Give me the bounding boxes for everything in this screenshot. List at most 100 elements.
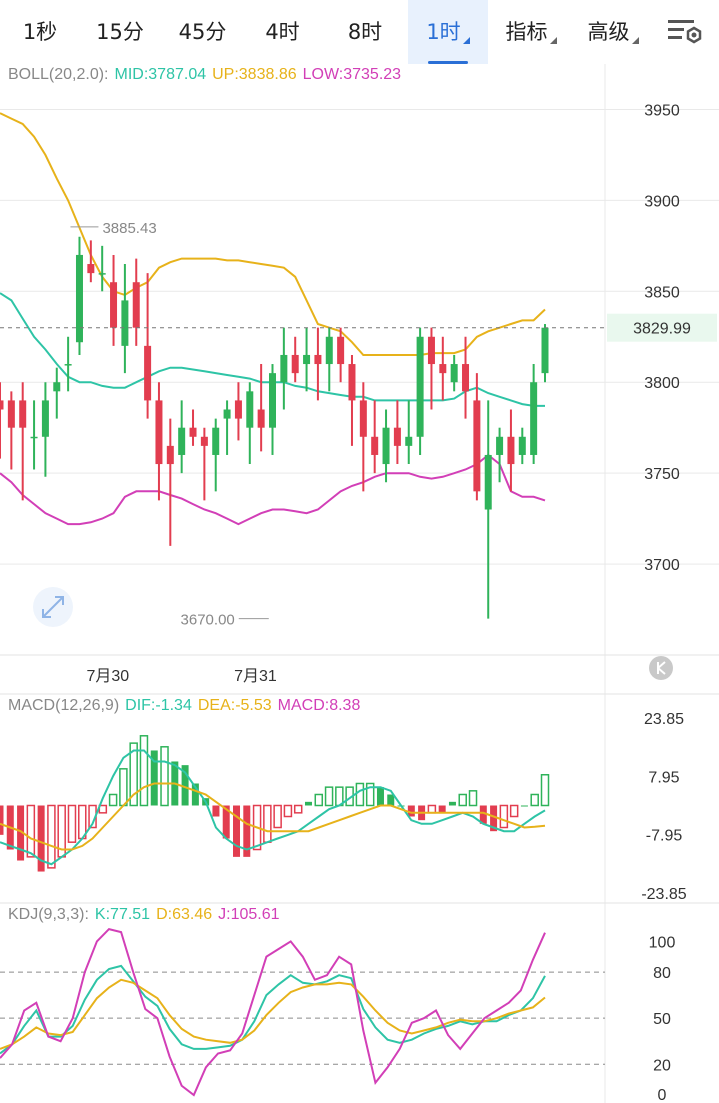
timeframe-tab-5[interactable]: 1时	[408, 0, 488, 64]
macd-histogram-bar	[47, 804, 56, 869]
macd-histogram-bar	[150, 750, 158, 806]
macd-histogram-bar	[479, 805, 487, 824]
macd-histogram-bar	[509, 804, 519, 818]
candle-body	[234, 400, 242, 419]
candle-body	[110, 282, 118, 328]
macd-histogram-bar	[181, 765, 189, 806]
macd-histogram-bar	[139, 735, 149, 807]
candle	[382, 409, 390, 483]
macd-histogram-bar	[324, 786, 334, 807]
timeframe-tab-6[interactable]: 指标	[490, 0, 572, 64]
candle-body	[98, 273, 106, 275]
candle	[223, 400, 231, 455]
candle-body	[178, 427, 186, 455]
macd-histogram-bar	[222, 805, 230, 839]
macd-histogram-bar	[26, 804, 36, 858]
candle-body	[337, 336, 345, 365]
expand-arrow	[42, 596, 64, 618]
candle	[64, 336, 72, 392]
candle-body	[41, 400, 49, 437]
candle	[337, 327, 345, 383]
candle	[53, 367, 61, 419]
chart-settings-icon[interactable]	[664, 16, 704, 48]
macd-name: MACD(12,26,9)	[8, 697, 120, 714]
candle	[325, 327, 333, 392]
candle	[507, 409, 515, 492]
candle-body	[87, 264, 95, 274]
candle-body	[382, 427, 390, 465]
candle	[405, 400, 413, 465]
candle	[0, 382, 4, 459]
macd-histogram-bar	[263, 804, 272, 843]
candle	[189, 409, 197, 446]
scroll-to-latest-icon[interactable]	[649, 656, 673, 680]
candle-body	[75, 254, 83, 343]
dropdown-triangle-icon	[631, 37, 639, 44]
macd-histogram-bar	[212, 805, 220, 817]
candle-body	[462, 364, 470, 392]
timeframe-tab-label: 指标	[505, 20, 548, 44]
macd-tick-label: -7.95	[646, 828, 683, 845]
price-tick-label: 3800	[644, 375, 680, 392]
timeframe-tab-2[interactable]: 45分	[160, 0, 245, 64]
candle	[257, 364, 265, 452]
timeframe-tab-3[interactable]: 4时	[245, 0, 320, 64]
timeframe-tab-label: 15分	[96, 20, 144, 44]
candle	[30, 400, 38, 470]
candle-body	[166, 445, 174, 465]
macd-tick-label: 23.85	[644, 711, 684, 728]
kdj-k-value: K:77.51	[94, 906, 151, 923]
timeframe-tab-7[interactable]: 高级	[572, 0, 654, 64]
candle	[269, 364, 276, 455]
candle-body	[155, 400, 163, 465]
max-price-label: 3885.43	[102, 220, 156, 237]
candle	[144, 273, 152, 419]
timeframe-tab-label: 高级	[587, 20, 630, 44]
macd-histogram-bar	[540, 774, 550, 807]
macd-histogram-bar	[37, 805, 45, 872]
kdj-tick-label: 100	[649, 934, 676, 951]
timeframe-tab-0[interactable]: 1秒	[0, 0, 80, 64]
candle-body	[132, 282, 140, 328]
candle	[303, 327, 311, 392]
macd-histogram-bar	[438, 805, 446, 813]
macd-histogram-bar	[376, 787, 384, 806]
macd-histogram-bar	[427, 804, 437, 814]
candle-body	[450, 364, 458, 383]
timeframe-toolbar: 1秒 15分 45分 4时 8时 1时 指标 高级	[0, 0, 719, 64]
candle	[291, 336, 299, 383]
candle	[371, 400, 379, 474]
kdj-j-line	[0, 927, 546, 1097]
macd-histogram-bar	[160, 746, 169, 807]
timeframe-tab-1[interactable]: 15分	[80, 0, 160, 64]
timeframe-tab-label: 8时	[347, 20, 383, 44]
candle	[484, 400, 492, 619]
macd-histogram-bar	[490, 805, 498, 832]
macd-histogram-bar	[458, 793, 467, 807]
candle-body	[393, 427, 401, 446]
candle-body	[348, 364, 356, 401]
candle	[132, 258, 140, 346]
macd-dea-value: DEA:-5.53	[197, 697, 272, 714]
candle	[518, 427, 526, 465]
candle-body	[0, 400, 4, 410]
timeframe-tab-label: 45分	[178, 20, 227, 44]
dropdown-triangle-icon	[462, 37, 470, 44]
timeframe-tab-4[interactable]: 8时	[325, 0, 405, 64]
candle-body	[189, 427, 197, 437]
boll-low-line	[0, 453, 546, 526]
candle-body	[530, 382, 538, 455]
boll-name: BOLL(20,2.0):	[8, 66, 109, 83]
candle	[246, 382, 254, 465]
price-tick-label: 3850	[644, 284, 680, 301]
macd-histogram-bar	[448, 801, 456, 806]
price-tick-label: 3950	[644, 102, 680, 119]
candle-body	[64, 364, 72, 366]
macd-histogram-bar	[355, 782, 365, 807]
macd-histogram-bar	[365, 782, 375, 807]
boll-low-value: LOW:3735.23	[302, 66, 402, 83]
candle	[462, 336, 470, 419]
candle	[473, 373, 481, 501]
expand-icon[interactable]	[33, 587, 73, 627]
